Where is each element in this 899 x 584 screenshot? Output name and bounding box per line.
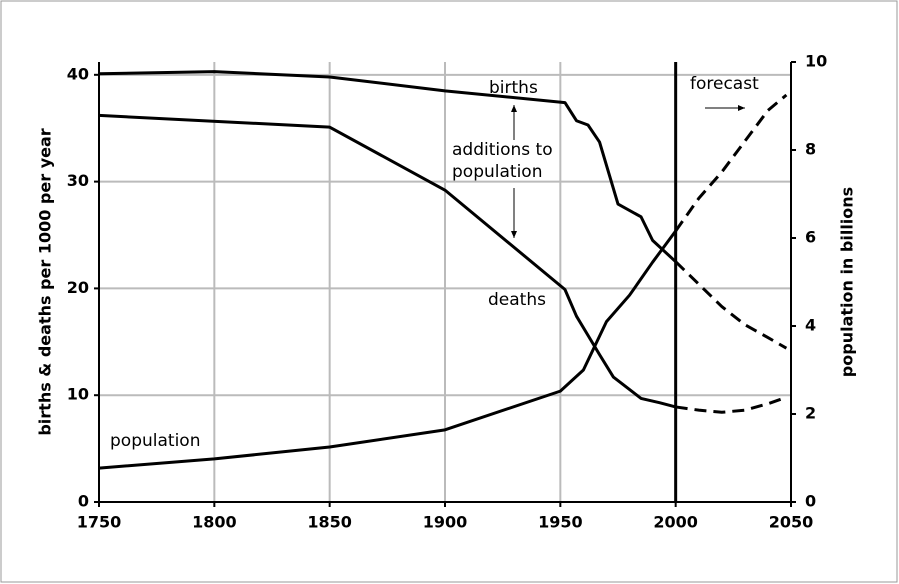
x-tick-label: 2000 xyxy=(653,513,698,532)
y2-tick-label: 2 xyxy=(805,404,816,423)
annotation: additions to xyxy=(452,140,553,160)
y2-tick-label: 6 xyxy=(805,228,816,247)
y2-tick-label: 4 xyxy=(805,316,816,335)
x-tick-label: 2050 xyxy=(769,513,814,532)
y-tick-label: 30 xyxy=(67,171,89,190)
y-tick-label: 0 xyxy=(78,492,89,511)
line xyxy=(674,260,788,350)
line xyxy=(98,230,677,470)
x-tick-label: 1800 xyxy=(192,513,237,532)
x-tick-label: 1850 xyxy=(307,513,352,532)
annotation: population xyxy=(452,162,542,182)
line xyxy=(674,93,788,232)
x-tick-label: 1750 xyxy=(77,513,122,532)
line xyxy=(98,113,677,409)
line xyxy=(98,70,677,263)
x-tick-label: 1950 xyxy=(538,513,583,532)
annotation: deaths xyxy=(488,290,546,310)
y2-tick-label: 10 xyxy=(805,52,827,71)
y-axis-label: births & deaths per 1000 per year xyxy=(36,128,55,435)
y2-tick-label: 0 xyxy=(805,492,816,511)
annotation: births xyxy=(489,78,538,98)
y-tick-label: 20 xyxy=(67,278,89,297)
y2-tick-label: 8 xyxy=(805,140,816,159)
y-tick-label: 10 xyxy=(67,385,89,404)
y2-axis-label: population in billions xyxy=(838,187,857,377)
x-tick-label: 1900 xyxy=(423,513,468,532)
annotation: forecast xyxy=(690,74,759,94)
line xyxy=(675,395,787,414)
annotation: population xyxy=(110,431,200,451)
y-tick-label: 40 xyxy=(67,64,89,83)
